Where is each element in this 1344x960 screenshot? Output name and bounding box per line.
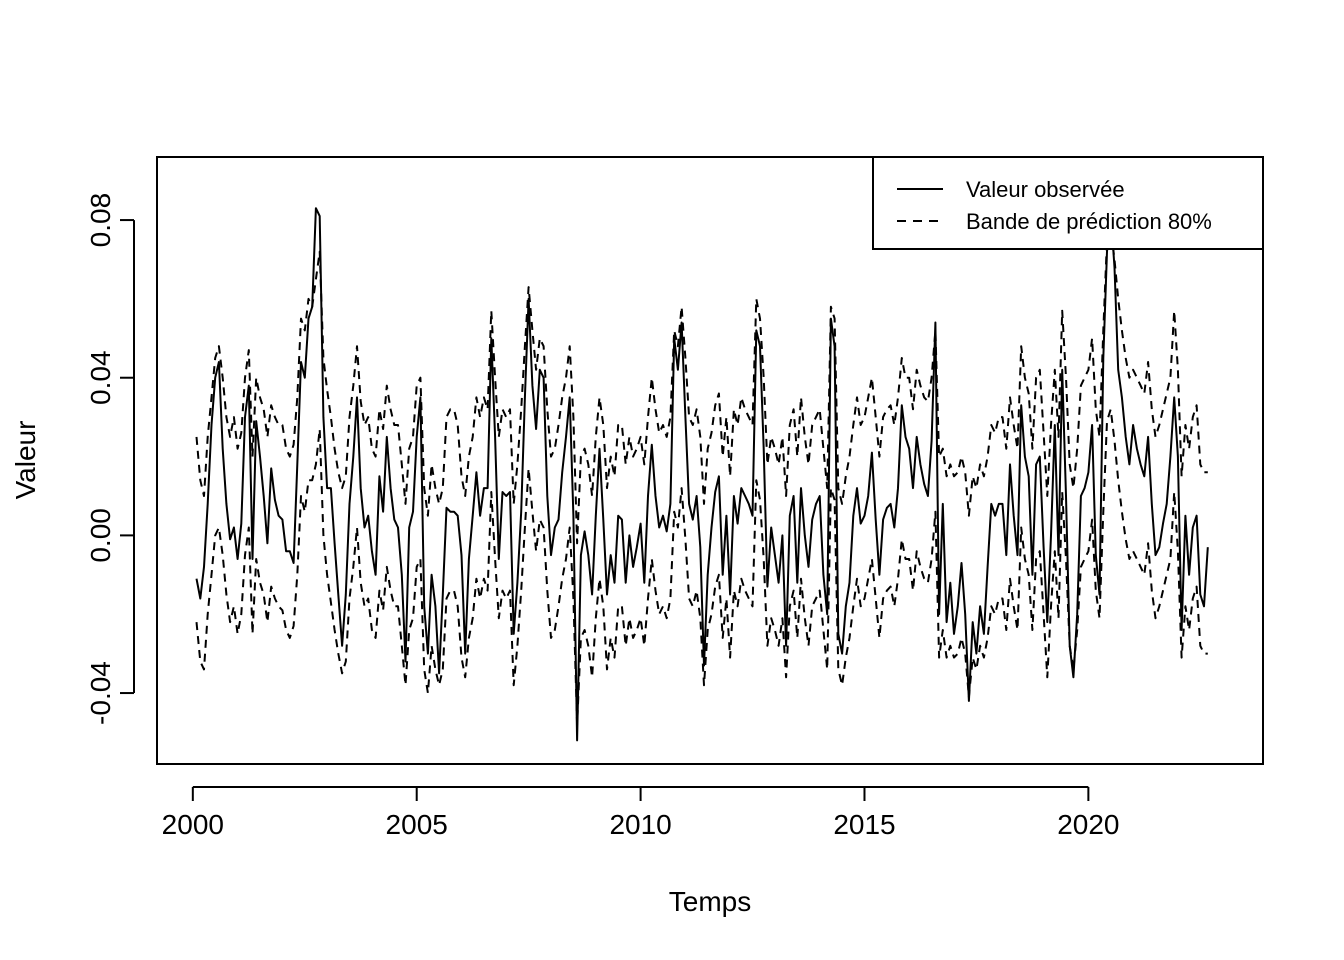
y-axis-label: Valeur <box>10 421 41 500</box>
axes-layer: 2000 2005 2010 2015 2020 -0.04 0.00 0.04 0.08 <box>85 193 1120 840</box>
x-tick-label: 2000 <box>162 809 224 840</box>
plot-frame <box>156 156 1264 765</box>
series-line-observed <box>195 207 1209 742</box>
x-tick-label: 2010 <box>609 809 671 840</box>
legend-label-observed: Valeur observée <box>966 177 1125 202</box>
y-tick-label: 0.04 <box>85 350 116 405</box>
legend: Valeur observée Bande de prédiction 80% <box>872 156 1264 250</box>
series-line-lower-band <box>195 408 1208 726</box>
series-layer <box>195 207 1209 742</box>
legend-box <box>872 156 1264 250</box>
x-axis-label: Temps <box>669 886 751 917</box>
y-tick-label: 0.08 <box>85 193 116 248</box>
series-line-upper-band <box>195 226 1208 545</box>
x-tick-label: 2015 <box>833 809 895 840</box>
x-tick-label: 2020 <box>1057 809 1119 840</box>
legend-label-band: Bande de prédiction 80% <box>966 209 1212 234</box>
x-tick-label: 2005 <box>386 809 448 840</box>
y-tick-label: 0.00 <box>85 508 116 563</box>
y-tick-label: -0.04 <box>85 661 116 725</box>
